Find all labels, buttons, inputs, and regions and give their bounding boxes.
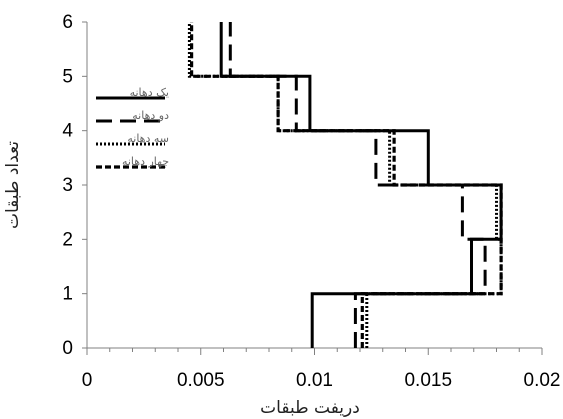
legend-label: یک دهانه [130, 86, 169, 99]
y-tick-label: 3 [62, 175, 73, 196]
legend: یک دهانه دو دهانه سه دهانه چهار دهانه [96, 86, 169, 169]
y-tick-label: 1 [62, 284, 73, 305]
series-line [228, 22, 487, 348]
legend-label: دو دهانه [132, 109, 169, 122]
y-tick-label: 2 [62, 229, 73, 250]
x-axis-title: دریفت طبقات [260, 398, 360, 418]
series-line [190, 22, 503, 348]
y-tick-label: 0 [62, 338, 73, 359]
legend-label: چهار دهانه [122, 155, 169, 168]
x-tick-label: 0.005 [177, 370, 225, 391]
x-tick-label: 0.01 [296, 370, 333, 391]
x-tick-label: 0 [82, 370, 93, 391]
y-axis-title: تعداد طبقات [3, 141, 23, 229]
y-tick-label: 6 [62, 12, 73, 33]
axes: 0 1 2 3 4 5 6 0 0.005 0.01 0.015 0.02 [62, 12, 560, 391]
x-tick-label: 0.015 [404, 370, 452, 391]
series-lines [187, 22, 503, 348]
series-line [187, 22, 503, 348]
y-tick-label: 5 [62, 66, 73, 87]
y-tick-label: 4 [62, 121, 73, 142]
legend-label: سه دهانه [127, 132, 169, 145]
x-tick-label: 0.02 [524, 370, 561, 391]
